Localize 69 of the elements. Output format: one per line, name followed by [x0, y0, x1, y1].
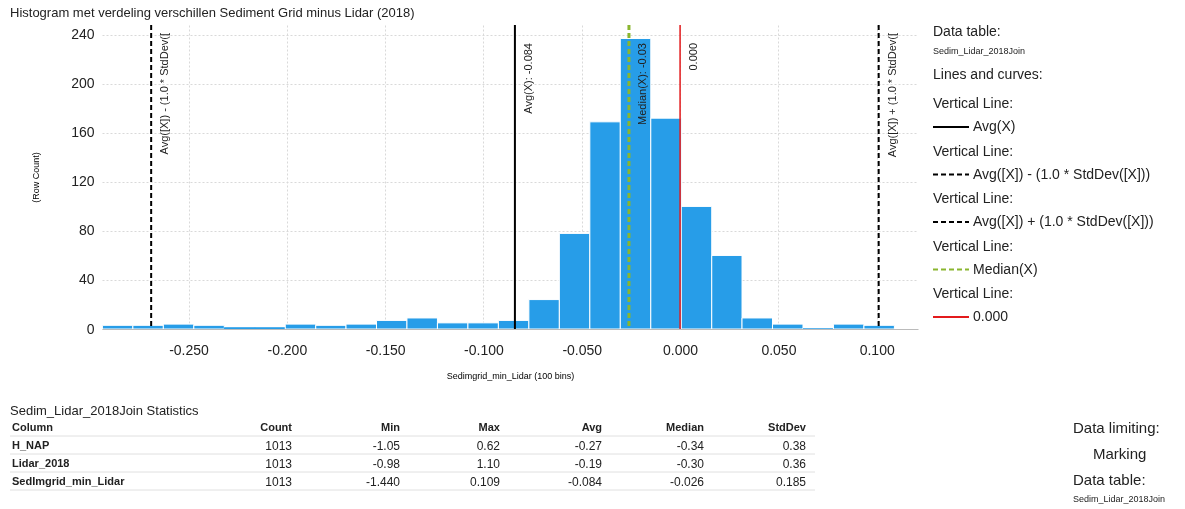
x-tick-label: -0.150: [365, 341, 406, 358]
text: Lidar_2018: [12, 457, 70, 469]
chart-title: Histogram met verdeling verschillen Sediment Grid minus Lidar (2018): [10, 5, 415, 20]
x-tick-label: 0.050: [761, 341, 797, 358]
text: Count: [260, 421, 293, 433]
y-tick-label: 160: [71, 124, 95, 141]
text: SedImgrid_min_Lidar: [12, 475, 126, 487]
text: 0.36: [782, 457, 807, 471]
text: Vertical Line:: [933, 237, 1014, 254]
text: Lines and curves:: [933, 66, 1043, 82]
ref-line-label: 0.000: [687, 43, 700, 71]
y-tick-label: 40: [78, 271, 95, 288]
text: 0.38: [782, 439, 807, 453]
text: -0.084: [567, 475, 603, 489]
text: -1.440: [365, 475, 401, 489]
x-tick-label: 0.100: [859, 341, 895, 358]
text: H_NAP: [12, 439, 50, 451]
text: Avg([X]) + (1.0 * StdDev([X])): [973, 213, 1154, 229]
text: 1013: [265, 439, 293, 453]
text: -1.05: [372, 439, 401, 453]
text: -0.30: [676, 457, 705, 471]
text: Sedim_Lidar_2018Join: [1073, 494, 1166, 504]
text: Max: [478, 421, 501, 433]
text: 1.10: [476, 457, 501, 471]
y-tick-label: 120: [71, 173, 95, 190]
text: Avg: [581, 421, 602, 433]
text: -0.34: [676, 439, 705, 453]
ref-line-label: Median(X): -0.03: [635, 43, 648, 125]
text: 1013: [265, 475, 293, 489]
x-tick-label: -0.100: [464, 341, 505, 358]
text: 0.000: [973, 308, 1009, 324]
text: 0.62: [476, 439, 501, 453]
ref-line-label: Avg([X]) - (1.0 * StdDev([: [158, 33, 171, 155]
text: StdDev: [768, 421, 807, 433]
text: Marking: [1093, 445, 1147, 462]
x-tick-label: -0.200: [267, 341, 308, 358]
text: -0.026: [669, 475, 705, 489]
ref-line-label: Avg([X]) + (1.0 * StdDev([: [885, 33, 898, 158]
text: Sedim_Lidar_2018Join: [933, 46, 1026, 56]
x-tick-label: -0.050: [562, 341, 603, 358]
text: Data table:: [1073, 471, 1146, 488]
y-tick-label: 240: [71, 26, 95, 43]
text: Avg([X]) - (1.0 * StdDev([X])): [973, 165, 1151, 182]
text: Data table:: [933, 23, 1001, 39]
text: Avg(X): [973, 118, 1016, 134]
x-tick-label: 0.000: [663, 341, 699, 358]
text: Min: [381, 421, 401, 433]
text: -0.27: [574, 439, 603, 453]
y-tick-label: 0: [86, 320, 95, 337]
ref-line-label: Avg(X): -0.084: [521, 43, 534, 114]
text: Sedim_Lidar_2018Join Statistics: [10, 403, 200, 418]
text: Median(X): [973, 260, 1038, 277]
text: Vertical Line:: [933, 142, 1014, 159]
y-tick-label: 200: [71, 75, 95, 92]
x-axis-title: Sedimgrid_min_Lidar (100 bins): [446, 370, 575, 381]
text: -0.98: [372, 457, 401, 471]
text: Median: [666, 421, 705, 433]
x-tick-label: -0.250: [169, 341, 210, 358]
text: 0.109: [469, 475, 501, 489]
text: Column: [12, 421, 54, 433]
text: Vertical Line:: [933, 190, 1014, 206]
y-axis-title: (Row Count): [31, 152, 42, 203]
y-tick-label: 80: [78, 222, 95, 239]
text: 0.185: [775, 475, 807, 489]
text: -0.19: [574, 457, 603, 471]
text: Data limiting:: [1073, 419, 1160, 436]
text: 1013: [265, 457, 293, 471]
text: Vertical Line:: [933, 285, 1014, 301]
text: Vertical Line:: [933, 95, 1014, 111]
